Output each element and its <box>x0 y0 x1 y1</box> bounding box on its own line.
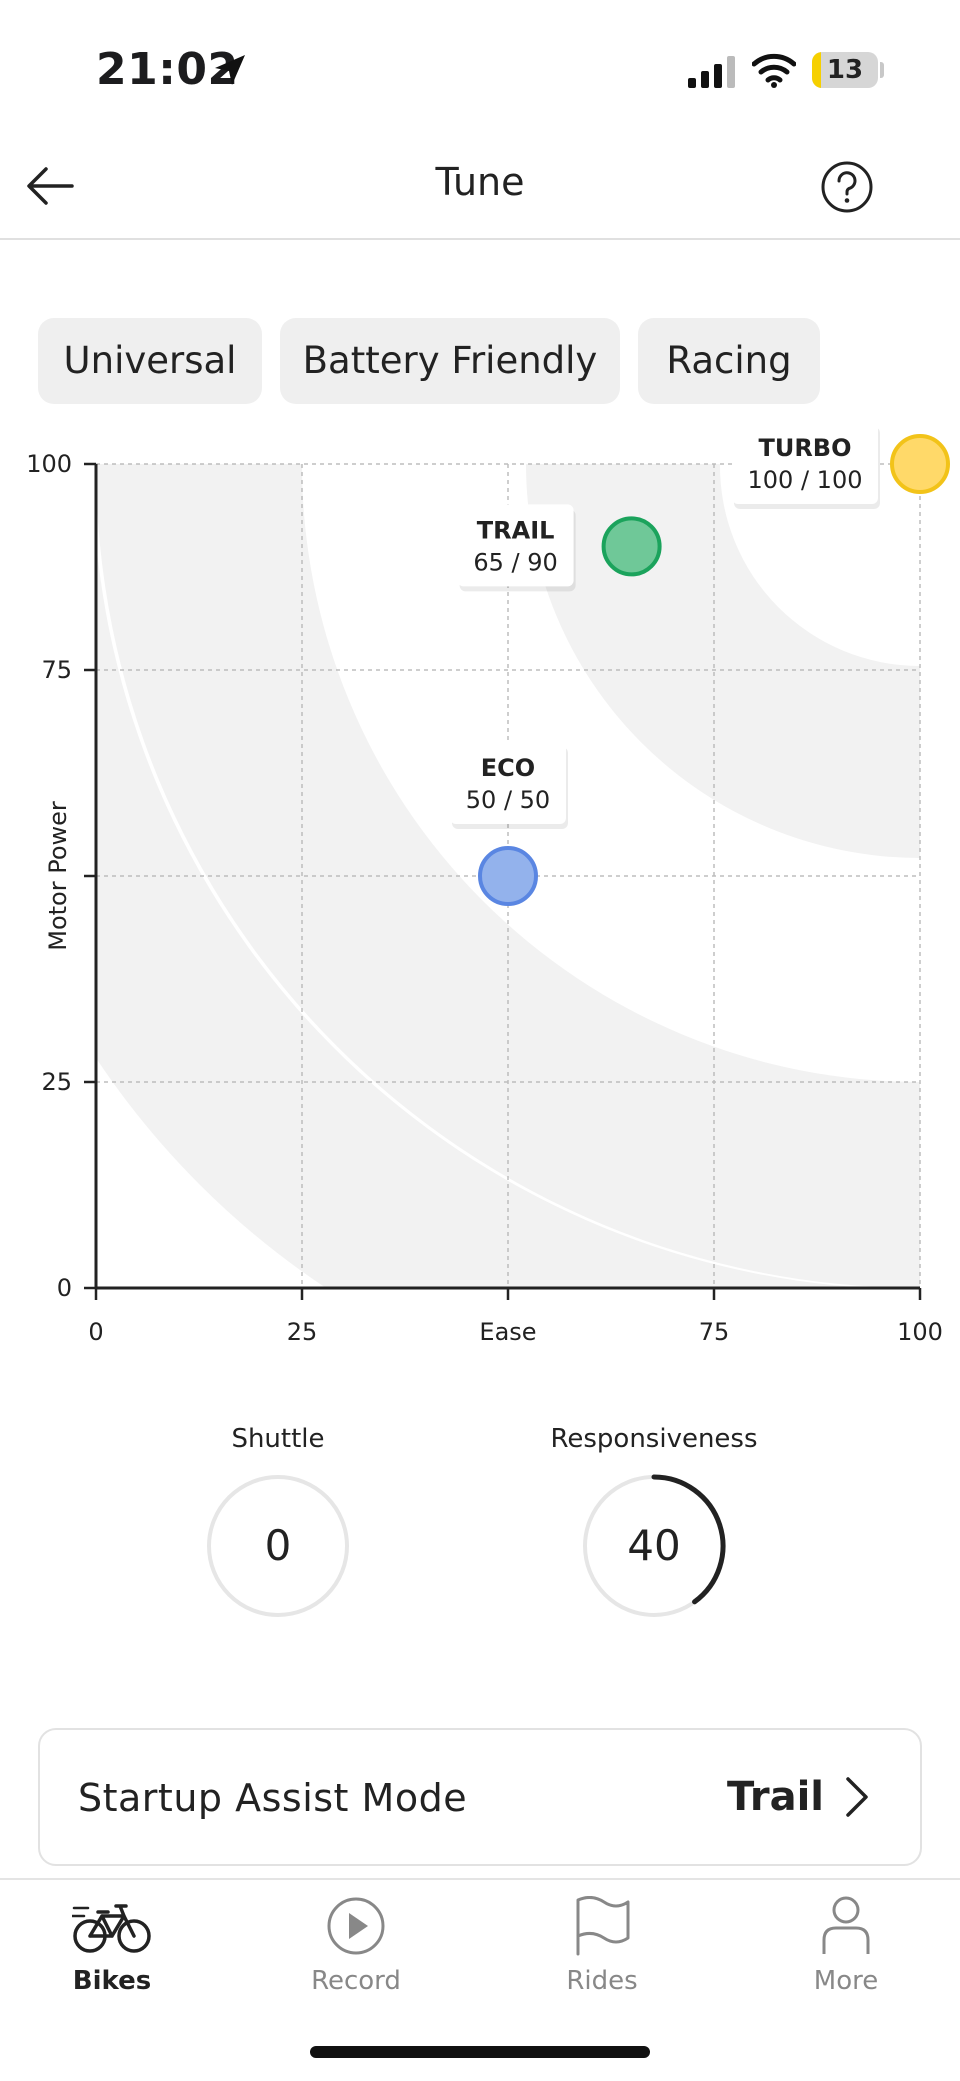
y-axis-label: Motor Power <box>44 801 72 951</box>
page-title: Tune <box>435 160 525 204</box>
x-tick-label: Ease <box>479 1318 536 1346</box>
cellular-signal-icon <box>688 56 735 88</box>
shuttle-dial[interactable]: 0 <box>206 1474 350 1618</box>
tab-rides-label: Rides <box>566 1966 638 1996</box>
chart-points[interactable]: TURBO 100 / 100 TRAIL 65 / 90 ECO 50 / 50 <box>450 422 950 906</box>
location-arrow-icon <box>215 55 245 85</box>
point-trail[interactable]: TRAIL 65 / 90 <box>457 504 662 592</box>
point-value: 100 / 100 <box>748 466 863 494</box>
flag-icon <box>576 1896 630 1956</box>
point-marker[interactable] <box>478 846 538 906</box>
y-tick-label: 25 <box>41 1068 72 1096</box>
point-name: TURBO <box>758 434 851 462</box>
shuttle-value: 0 <box>264 1521 292 1570</box>
x-tick-label: 25 <box>287 1318 318 1346</box>
header: Tune <box>0 140 960 240</box>
tab-more-label: More <box>813 1966 879 1996</box>
callout-box <box>457 504 574 587</box>
person-icon <box>822 1896 870 1954</box>
preset-battery-friendly[interactable]: Battery Friendly <box>280 318 620 404</box>
point-value: 65 / 90 <box>473 548 557 576</box>
y-tick-label: 0 <box>57 1274 72 1302</box>
point-value: 50 / 50 <box>466 786 550 814</box>
point-name: TRAIL <box>477 516 555 544</box>
battery-level: 13 <box>826 55 864 85</box>
tab-bikes[interactable]: Bikes <box>32 1896 192 2006</box>
preset-universal[interactable]: Universal <box>38 318 262 404</box>
bike-icon <box>72 1904 151 1953</box>
chart-ticks: 0 100 25 75 Ease 75 25 100 0 <box>26 450 943 1346</box>
back-arrow-icon[interactable] <box>22 158 78 214</box>
battery-fill <box>812 52 821 88</box>
status-bar: 21:02 13 <box>0 0 960 140</box>
y-tick-label: 100 <box>26 450 72 478</box>
tab-rides[interactable]: Rides <box>522 1896 682 2006</box>
x-tick-label: 0 <box>88 1318 103 1346</box>
tab-record[interactable]: Record <box>276 1896 436 2006</box>
chevron-right-icon <box>846 1777 868 1817</box>
tab-bikes-label: Bikes <box>72 1966 152 1996</box>
status-time: 21:02 <box>96 44 239 95</box>
point-turbo[interactable]: TURBO 100 / 100 <box>732 422 950 509</box>
responsiveness-dial[interactable]: 40 <box>582 1474 726 1618</box>
startup-assist-label: Startup Assist Mode <box>78 1776 468 1820</box>
responsiveness-value: 40 <box>627 1521 681 1570</box>
point-eco[interactable]: ECO 50 / 50 <box>450 742 568 906</box>
responsiveness-label: Responsiveness <box>550 1424 758 1454</box>
startup-assist-value: Trail <box>726 1774 824 1820</box>
x-tick-label: 100 <box>897 1318 943 1346</box>
record-icon <box>327 1897 385 1955</box>
callout-box <box>732 422 878 504</box>
point-marker[interactable] <box>890 434 950 494</box>
wifi-icon <box>752 53 796 88</box>
point-marker[interactable] <box>601 516 662 577</box>
tab-more[interactable]: More <box>766 1896 926 2006</box>
battery-nub <box>880 62 884 78</box>
help-icon[interactable] <box>820 160 874 214</box>
x-tick-label: 75 <box>699 1318 730 1346</box>
y-tick-label: 75 <box>41 656 72 684</box>
point-name: ECO <box>481 754 535 782</box>
battery-indicator: 13 <box>812 52 878 88</box>
preset-racing[interactable]: Racing <box>638 318 820 404</box>
tab-record-label: Record <box>311 1966 401 1996</box>
shuttle-label: Shuttle <box>231 1424 325 1454</box>
startup-assist-mode-row[interactable]: Startup Assist Mode Trail <box>38 1728 922 1866</box>
home-indicator <box>310 2046 650 2058</box>
callout-box <box>450 742 566 824</box>
ease-power-chart[interactable]: 0 100 25 75 Ease 75 25 100 0 Motor Power TURBO 10… <box>0 410 960 1350</box>
